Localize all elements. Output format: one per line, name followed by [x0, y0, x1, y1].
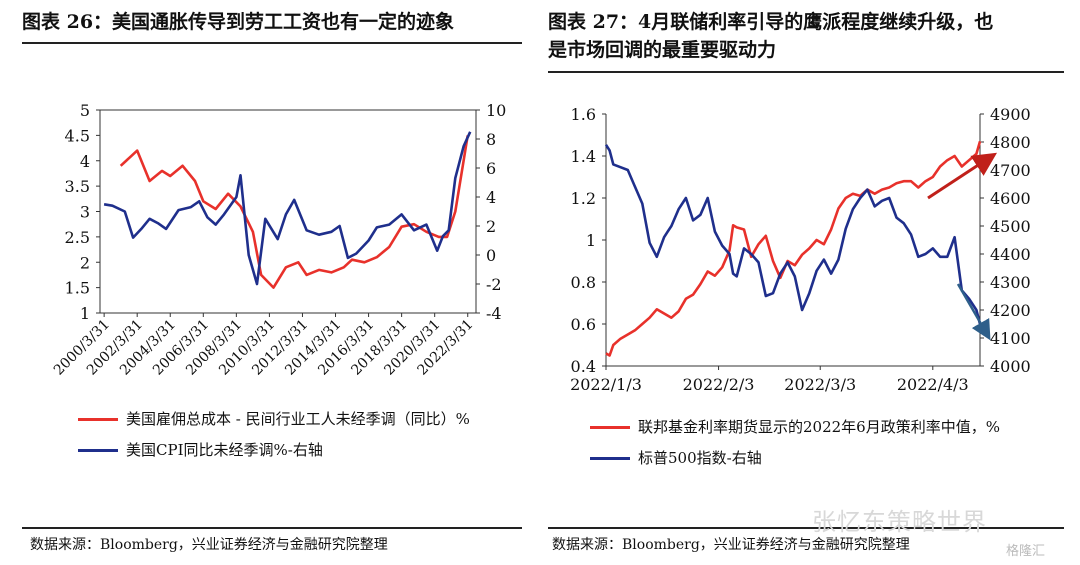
- y-left-tick-label: 2.5: [65, 228, 90, 247]
- legend-label: 标普500指数-右轴: [638, 449, 762, 467]
- series-line-cpi: [103, 131, 472, 286]
- y-left-tick-label: 4: [80, 152, 90, 171]
- y-left-tick-label: 1.6: [571, 105, 596, 124]
- y-left-tick-label: 1.2: [571, 189, 596, 208]
- legend-swatch-red: [78, 418, 118, 421]
- y-right-tick-label: 4100: [990, 329, 1031, 348]
- y-left-tick-label: 1.5: [65, 279, 90, 298]
- y-left-tick-label: 4.5: [65, 126, 90, 145]
- y-right-tick-label: -2: [486, 275, 502, 294]
- left-source: 数据来源：Bloomberg，兴业证券经济与金融研究院整理: [30, 537, 388, 553]
- y-left-tick-label: 5: [80, 101, 90, 120]
- right-legend: 联邦基金利率期货显示的2022年6月政策利率中值，% 标普500指数-右轴: [590, 415, 1020, 471]
- y-right-tick-label: 6: [486, 159, 496, 178]
- x-tick-label: 2022/1/3: [570, 375, 642, 394]
- y-right-tick-label: 4200: [990, 301, 1031, 320]
- right-chart-title-line1: 图表 27：4月联储利率引导的鹰派程度继续升级，也: [548, 11, 994, 33]
- legend-item-employment-cost: 美国雇佣总成本 - 民间行业工人未经季调（同比）%: [78, 407, 498, 432]
- legend-swatch-blue: [590, 457, 630, 460]
- y-right-tick-label: 10: [486, 101, 506, 120]
- right-title-rule: [548, 71, 1064, 73]
- right-chart: 1.6 1.4 1.2 1 0.8 0.6 0.4 4900 4800 4700 4600 4500…: [570, 105, 1031, 394]
- series-line-fed-funds: [605, 140, 982, 357]
- watermark-gelonghui: 格隆汇: [1006, 544, 1046, 559]
- right-chart-title-line2: 是市场回调的最重要驱动力: [548, 39, 777, 61]
- y-right-tick-label: 4600: [990, 189, 1031, 208]
- legend-item-sp500: 标普500指数-右轴: [590, 446, 1020, 471]
- y-right-tick-label: 8: [486, 130, 496, 149]
- y-right-tick-label: 4700: [990, 161, 1031, 180]
- y-left-tick-label: 3.5: [65, 177, 90, 196]
- y-right-tick-label: 4: [486, 188, 496, 207]
- legend-swatch-blue: [78, 449, 118, 452]
- series-line-sp500: [604, 144, 982, 325]
- left-chart-title: 图表 26：美国通胀传导到劳工工资也有一定的迹象: [22, 11, 455, 33]
- legend-label: 美国CPI同比未经季调%-右轴: [126, 441, 323, 459]
- x-tick-label: 2022/3/3: [784, 375, 856, 394]
- y-left-tick-label: 2: [80, 253, 90, 272]
- y-right-tick-label: 4500: [990, 217, 1031, 236]
- y-right-tick-label: 4800: [990, 133, 1031, 152]
- y-right-tick-label: 0: [486, 246, 496, 265]
- legend-label: 联邦基金利率期货显示的2022年6月政策利率中值，%: [638, 418, 1000, 436]
- legend-label: 美国雇佣总成本 - 民间行业工人未经季调（同比）%: [126, 410, 470, 428]
- left-title-rule: [22, 42, 522, 44]
- y-right-tick-label: 4000: [990, 357, 1031, 376]
- y-left-tick-label: 1: [586, 231, 596, 250]
- y-right-tick-label: 4400: [990, 245, 1031, 264]
- x-tick-label: 2022/2/3: [683, 375, 755, 394]
- left-legend: 美国雇佣总成本 - 民间行业工人未经季调（同比）% 美国CPI同比未经季调%-右…: [78, 407, 498, 463]
- left-source-rule: [22, 527, 522, 529]
- y-right-tick-label: -4: [486, 304, 502, 323]
- series-line-employment-cost: [119, 135, 469, 289]
- y-right-tick-label: 2: [486, 217, 496, 236]
- y-left-tick-label: 3: [80, 203, 90, 222]
- y-right-tick-label: 4300: [990, 273, 1031, 292]
- y-left-tick-label: 1: [80, 304, 90, 323]
- y-right-tick-label: 4900: [990, 105, 1031, 124]
- trend-arrow-down: [956, 283, 991, 341]
- y-left-tick-label: 0.4: [571, 357, 596, 376]
- watermark-logo: 张忆东策略世界: [812, 508, 987, 536]
- x-tick-label: 2022/4/3: [897, 375, 969, 394]
- y-left-tick-label: 0.6: [571, 315, 596, 334]
- right-source-rule: [548, 527, 1064, 529]
- y-left-tick-label: 1.4: [571, 147, 596, 166]
- legend-item-fed-funds: 联邦基金利率期货显示的2022年6月政策利率中值，%: [590, 415, 1020, 440]
- right-source: 数据来源：Bloomberg，兴业证券经济与金融研究院整理: [552, 537, 910, 553]
- legend-item-cpi: 美国CPI同比未经季调%-右轴: [78, 438, 498, 463]
- y-left-tick-label: 0.8: [571, 273, 596, 292]
- legend-swatch-red: [590, 426, 630, 429]
- trend-arrow-up: [927, 152, 998, 200]
